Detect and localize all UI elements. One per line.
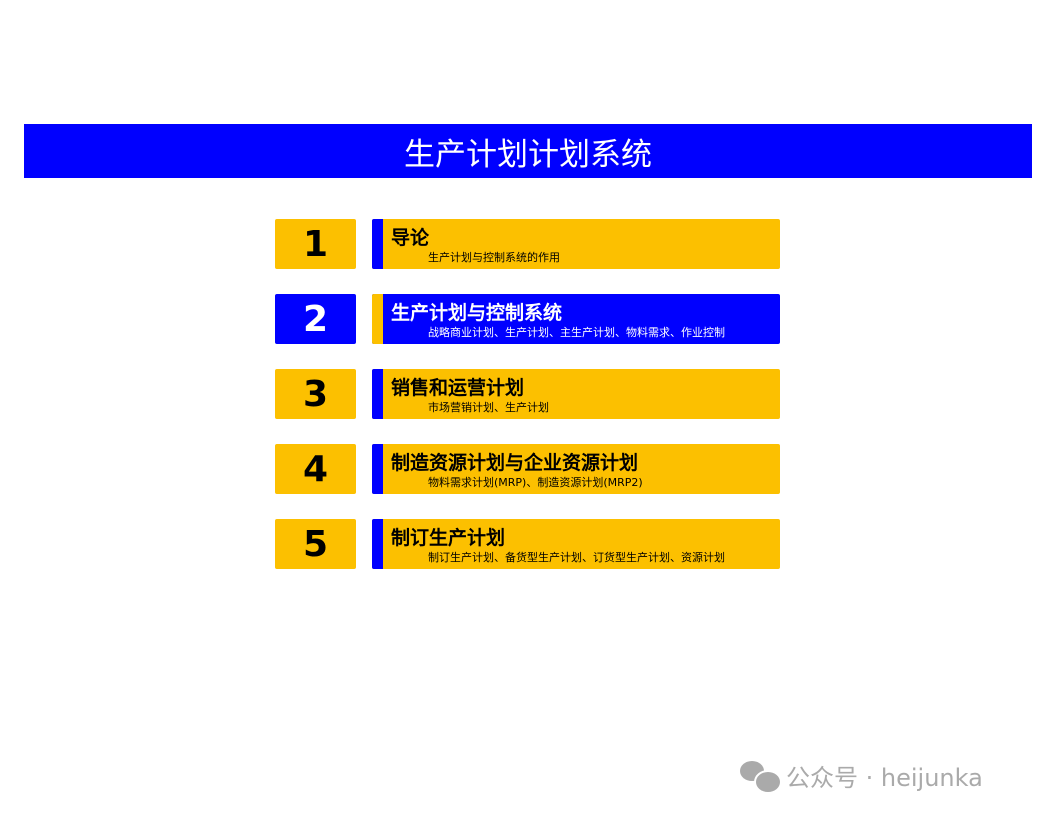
slide-title: 生产计划计划系统 [24,124,1032,178]
item-subtitle: 物料需求计划(MRP)、制造资源计划(MRP2) [428,476,643,489]
accent-strip [372,444,383,494]
item-bar: 导论 生产计划与控制系统的作用 [372,219,780,269]
accent-strip [372,519,383,569]
item-title: 导论 [391,227,430,249]
item-number: 1 [275,219,356,269]
item-number: 5 [275,519,356,569]
agenda-item: 2 生产计划与控制系统 战略商业计划、生产计划、主生产计划、物料需求、作业控制 [275,294,780,344]
watermark: 公众号 · heijunka [740,758,983,794]
agenda-item: 3 销售和运营计划 市场营销计划、生产计划 [275,369,780,419]
item-number: 2 [275,294,356,344]
item-title: 生产计划与控制系统 [391,302,563,324]
item-bar: 销售和运营计划 市场营销计划、生产计划 [372,369,780,419]
item-bar: 制订生产计划 制订生产计划、备货型生产计划、订货型生产计划、资源计划 [372,519,780,569]
agenda-item: 1 导论 生产计划与控制系统的作用 [275,219,780,269]
item-bar: 生产计划与控制系统 战略商业计划、生产计划、主生产计划、物料需求、作业控制 [372,294,780,344]
agenda-item: 4 制造资源计划与企业资源计划 物料需求计划(MRP)、制造资源计划(MRP2) [275,444,780,494]
wechat-icon [740,760,782,794]
item-subtitle: 生产计划与控制系统的作用 [428,251,560,264]
watermark-text: 公众号 · heijunka [786,764,983,792]
item-subtitle: 市场营销计划、生产计划 [428,401,549,414]
item-number: 4 [275,444,356,494]
item-title: 销售和运营计划 [391,377,525,399]
item-number: 3 [275,369,356,419]
item-subtitle: 战略商业计划、生产计划、主生产计划、物料需求、作业控制 [428,326,725,339]
item-title: 制订生产计划 [391,527,506,549]
item-subtitle: 制订生产计划、备货型生产计划、订货型生产计划、资源计划 [428,551,725,564]
accent-strip [372,369,383,419]
item-title: 制造资源计划与企业资源计划 [391,452,639,474]
accent-strip [372,294,383,344]
accent-strip [372,219,383,269]
item-bar: 制造资源计划与企业资源计划 物料需求计划(MRP)、制造资源计划(MRP2) [372,444,780,494]
agenda-item: 5 制订生产计划 制订生产计划、备货型生产计划、订货型生产计划、资源计划 [275,519,780,569]
